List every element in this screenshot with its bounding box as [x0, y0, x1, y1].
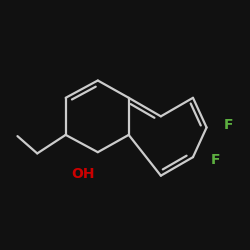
- Text: OH: OH: [71, 168, 95, 181]
- Text: F: F: [210, 152, 220, 166]
- Text: F: F: [224, 118, 234, 132]
